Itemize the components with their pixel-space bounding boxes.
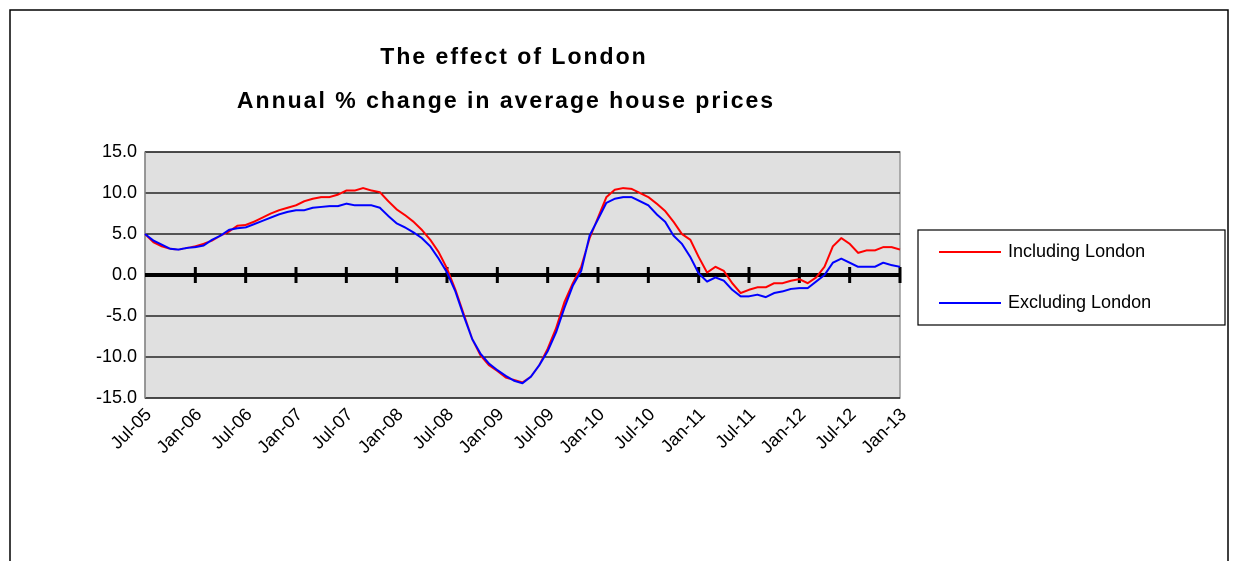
- y-tick-label: 0.0: [112, 264, 137, 284]
- chart-subtitle: Annual % change in average house prices: [237, 87, 775, 113]
- y-tick-label: -10.0: [96, 346, 137, 366]
- data-line: [144, 196, 901, 385]
- y-tick-label: 10.0: [102, 182, 137, 202]
- y-tick-label: 5.0: [112, 223, 137, 243]
- legend-label: Including London: [1008, 241, 1145, 261]
- legend-label: Excluding London: [1008, 292, 1151, 312]
- y-tick-label: 15.0: [102, 141, 137, 161]
- y-tick-label: -15.0: [96, 387, 137, 407]
- legend-box: [917, 229, 1226, 326]
- chart-title: The effect of London: [380, 43, 647, 69]
- y-tick-label: -5.0: [106, 305, 137, 325]
